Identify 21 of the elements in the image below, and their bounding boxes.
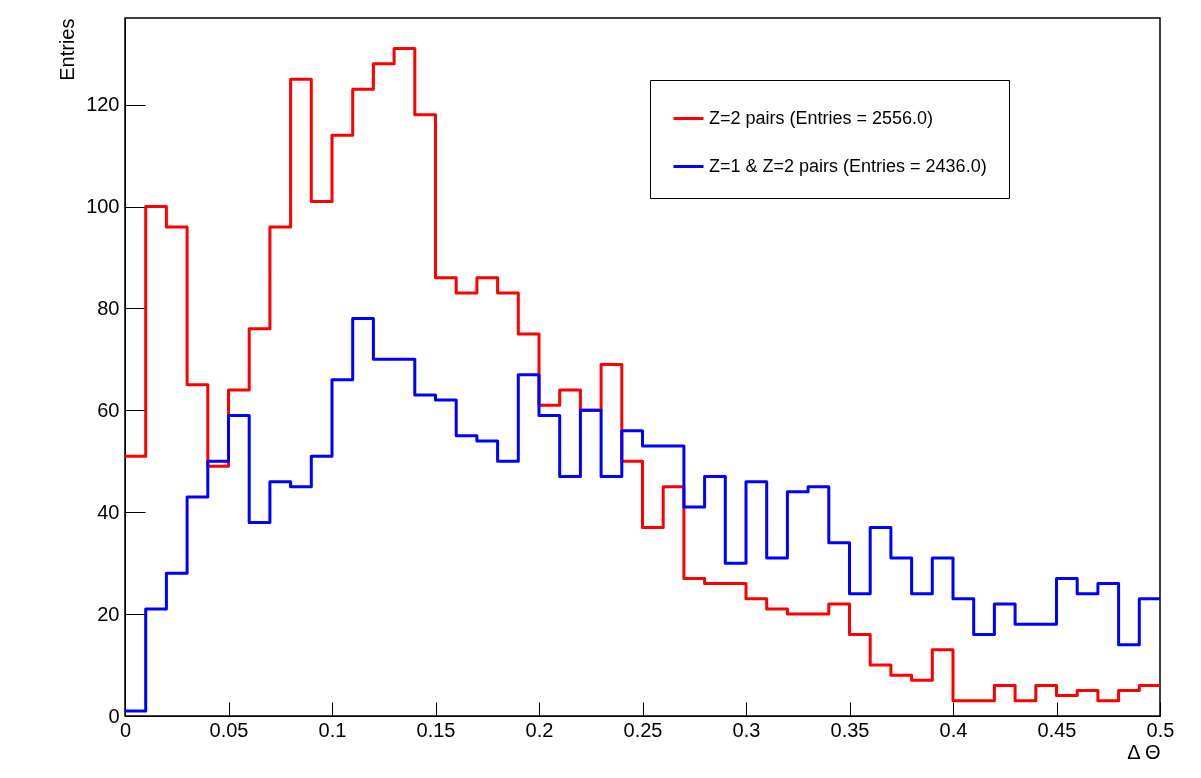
x-tick-label: 0.1 (318, 718, 347, 741)
x-tick-label: 0.2 (525, 718, 554, 741)
y-tick-label: 40 (97, 500, 120, 523)
y-tick-label: 20 (97, 602, 120, 625)
y-tick-label: 60 (97, 398, 120, 421)
x-tick-label: 0.25 (623, 718, 663, 741)
y-tick-label: 80 (97, 296, 120, 319)
x-tick-label: 0.35 (830, 718, 870, 741)
legend-label: Z=2 pairs (Entries = 2556.0) (709, 107, 934, 128)
x-tick-label: 0.4 (939, 718, 968, 741)
y-tick-label: 100 (86, 195, 120, 218)
x-tick-label: 0.45 (1037, 718, 1077, 741)
x-axis-title: Δ Θ (1127, 740, 1161, 763)
legend-label: Z=1 & Z=2 pairs (Entries = 2436.0) (709, 155, 987, 176)
x-tick-label: 0.15 (416, 718, 456, 741)
x-tick-label: 0.5 (1146, 718, 1175, 741)
y-axis-title: Entries (56, 18, 79, 81)
y-tick-label: 0 (108, 704, 120, 727)
x-tick-label: 0.3 (732, 718, 761, 741)
x-tick-label: 0.05 (209, 718, 249, 741)
y-tick-label: 120 (86, 93, 120, 116)
